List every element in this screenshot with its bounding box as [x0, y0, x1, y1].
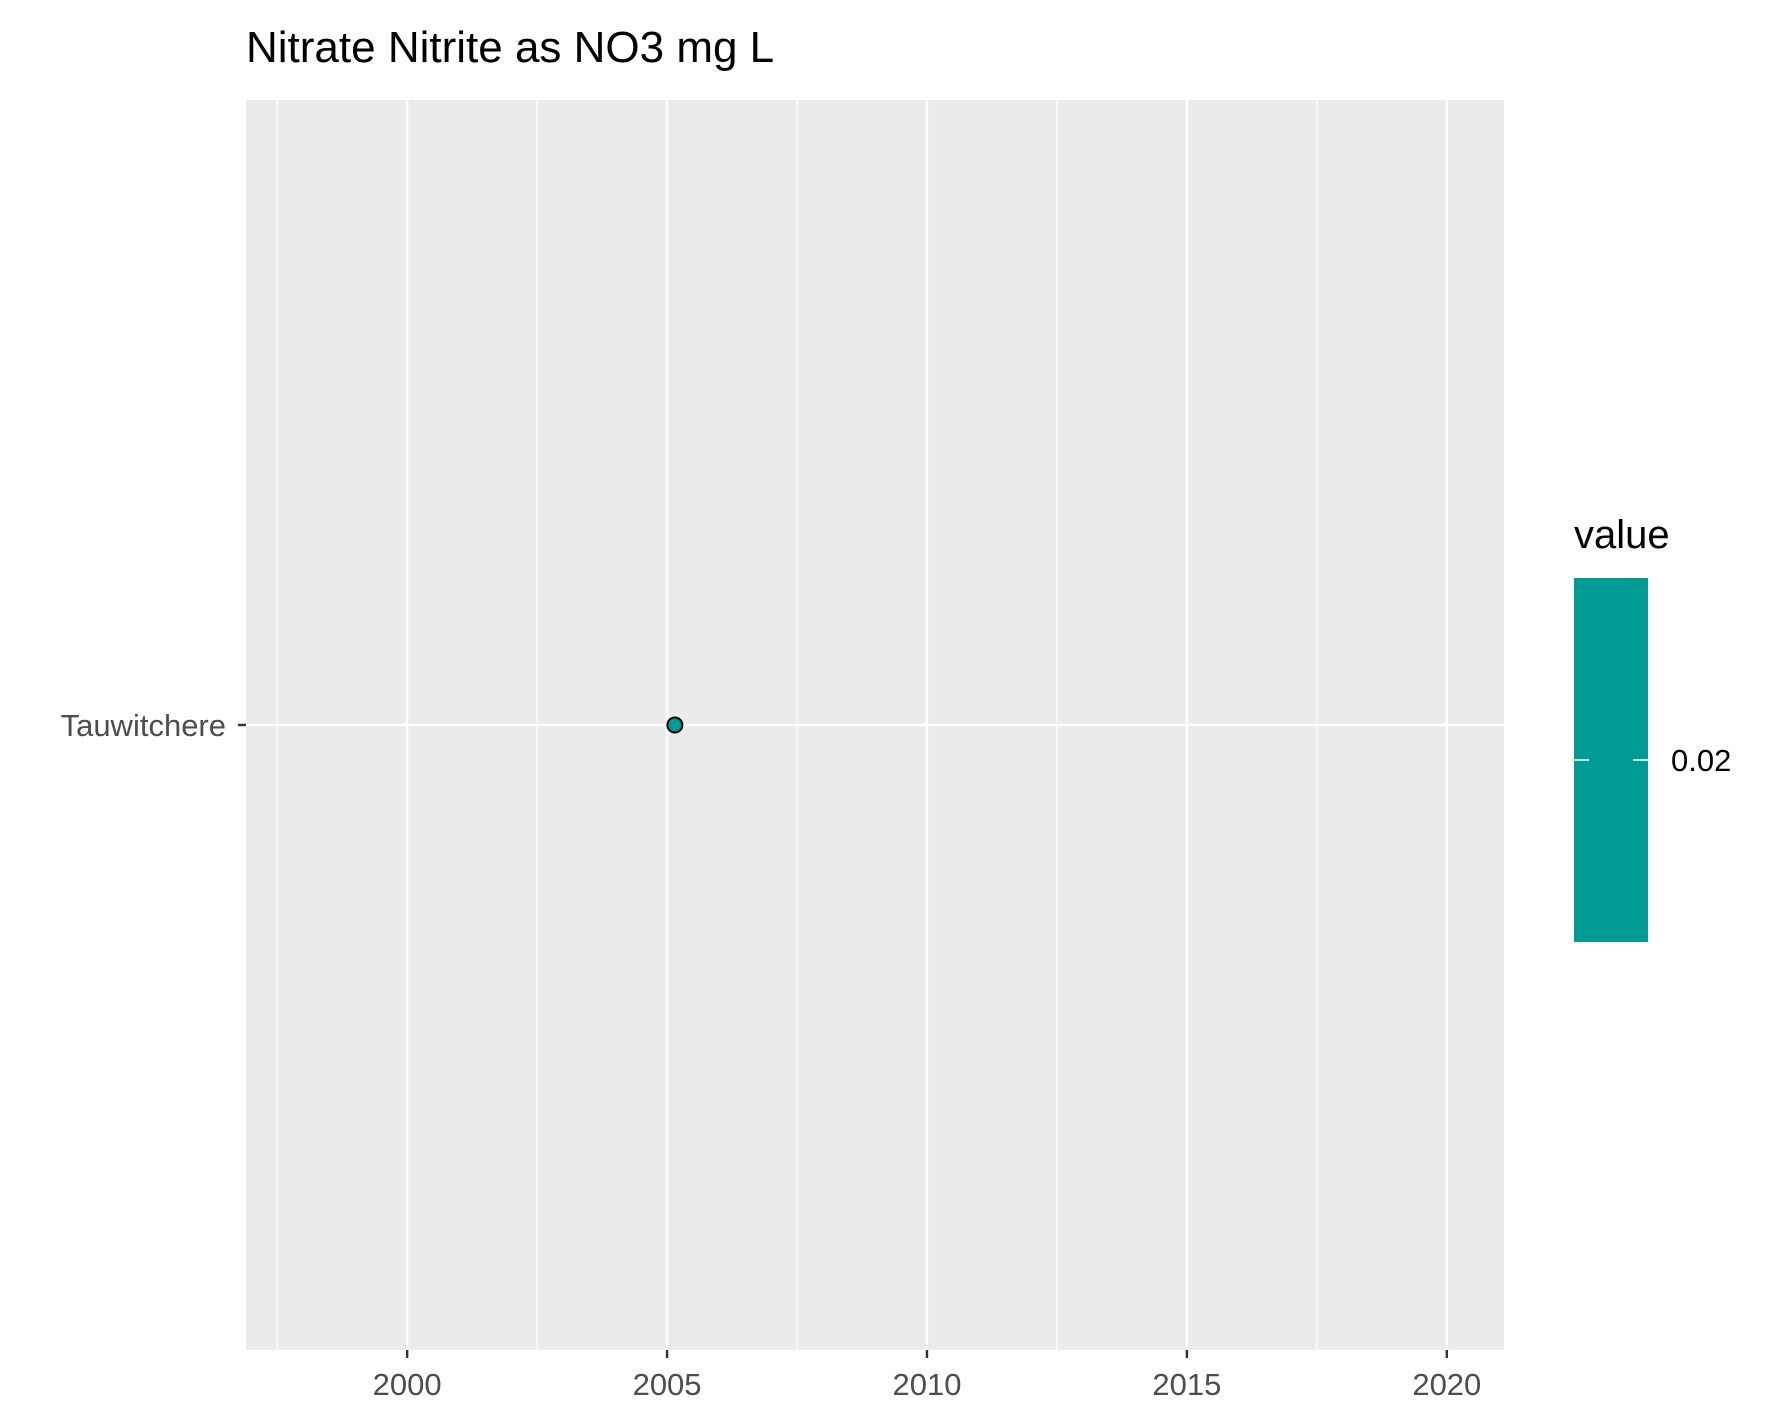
data-point: [666, 716, 684, 734]
x-tick-label: 2005: [633, 1367, 702, 1402]
legend: value 0.02: [1574, 513, 1731, 942]
legend-break-label: 0.02: [1671, 743, 1731, 778]
x-tick-label: 2020: [1412, 1367, 1481, 1402]
x-tick-label: 2000: [373, 1367, 442, 1402]
major-grid: [246, 100, 1504, 1350]
y-axis: Tauwitchere: [61, 708, 246, 743]
legend-title: value: [1574, 513, 1670, 557]
x-tick-label: 2015: [1152, 1367, 1221, 1402]
x-axis: 2000 2005 2010 2015 2020: [373, 1350, 1481, 1402]
chart-title: Nitrate Nitrite as NO3 mg L: [246, 23, 774, 72]
x-tick-label: 2010: [892, 1367, 961, 1402]
data-points: [666, 716, 684, 734]
y-tick-label: Tauwitchere: [61, 708, 226, 743]
